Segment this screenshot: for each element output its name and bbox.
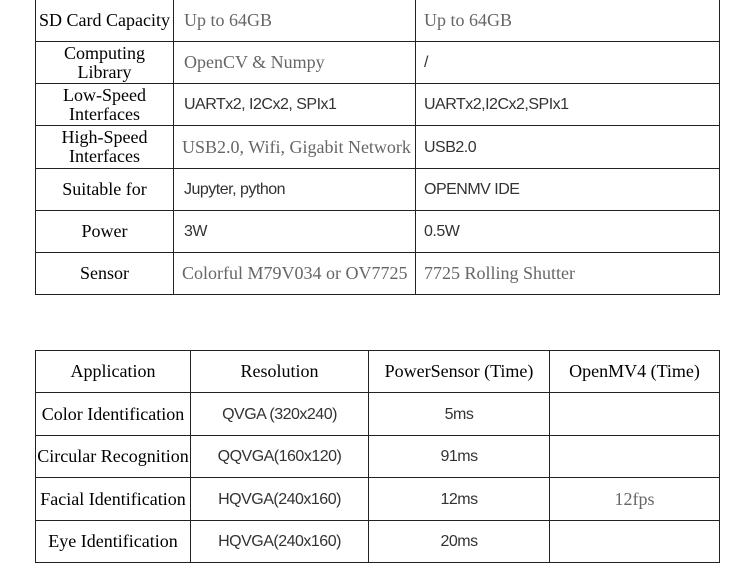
table-cell: 5ms: [368, 392, 550, 436]
cell-text: High-Speed Interfaces: [61, 127, 148, 166]
cell-text: Jupyter, python: [184, 181, 286, 198]
powersensor-value: OpenCV & Numpy: [173, 41, 416, 84]
table-cell: 12fps: [549, 477, 720, 521]
row-label: Computing Library: [35, 41, 174, 84]
cell-text: HQVGA(240x160): [218, 533, 341, 550]
openmv-value: 0.5W: [415, 210, 720, 253]
cell-text: Low-Speed Interfaces: [63, 84, 146, 124]
cell-text: Facial Identification: [40, 488, 186, 509]
cell-text: OPENMV IDE: [424, 181, 520, 198]
table-cell: QVGA (320x240): [190, 392, 369, 436]
openmv-value: /: [415, 41, 720, 84]
row-label: Suitable for: [35, 168, 174, 211]
cell-text: Power: [81, 221, 128, 241]
cell-text: 0.5W: [424, 223, 460, 240]
table-cell: [549, 392, 720, 436]
table-cell: 12ms: [368, 477, 550, 521]
column-header: Application: [35, 350, 191, 393]
cell-text: USB2.0, Wifi, Gigabit Network: [182, 136, 411, 157]
cell-text: HQVGA(240x160): [218, 490, 341, 508]
cell-text: Up to 64GB: [184, 9, 273, 30]
cell-text: Sensor: [80, 263, 129, 283]
cell-text: Resolution: [240, 361, 319, 381]
cell-text: Up to 64GB: [424, 9, 513, 30]
table-cell: Color Identification: [35, 392, 191, 436]
powersensor-value: USB2.0, Wifi, Gigabit Network: [173, 125, 416, 169]
cell-text: SD Card Capacity: [39, 9, 170, 30]
table-cell: Eye Identification: [35, 520, 191, 563]
openmv-value: USB2.0: [415, 125, 720, 169]
row-label: Low-Speed Interfaces: [35, 83, 174, 126]
openmv-value: 7725 Rolling Shutter: [415, 252, 720, 295]
cell-text: QQVGA(160x120): [217, 448, 342, 465]
cell-text: 7725 Rolling Shutter: [424, 263, 576, 283]
row-label: High-Speed Interfaces: [35, 125, 174, 169]
column-header: PowerSensor (Time): [368, 350, 550, 393]
cell-text: 91ms: [440, 448, 478, 465]
openmv-value: OPENMV IDE: [415, 168, 720, 211]
cell-text: Colorful M79V034 or OV7725: [182, 263, 408, 283]
table-cell: HQVGA(240x160): [190, 477, 369, 521]
row-label: SD Card Capacity: [35, 0, 174, 42]
powersensor-value: UARTx2, I2Cx2, SPIx1: [173, 83, 416, 126]
cell-text: OpenCV & Numpy: [184, 52, 325, 72]
powersensor-value: 3W: [173, 210, 416, 253]
column-header: Resolution: [190, 350, 369, 393]
cell-text: 3W: [184, 223, 208, 240]
cell-text: Circular Recognition: [37, 446, 189, 466]
table-cell: [549, 520, 720, 563]
cell-text: Computing Library: [63, 42, 145, 82]
cell-text: /: [424, 54, 428, 71]
cell-text: UARTx2,I2Cx2,SPIx1: [424, 96, 569, 113]
row-label: Power: [35, 210, 174, 253]
cell-text: PowerSensor (Time): [384, 361, 534, 381]
cell-text: Suitable for: [62, 179, 147, 199]
powersensor-value: Up to 64GB: [173, 0, 416, 42]
table-cell: HQVGA(240x160): [190, 520, 369, 563]
table-cell: 91ms: [368, 435, 550, 478]
openmv-value: Up to 64GB: [415, 0, 720, 42]
cell-text: Eye Identification: [48, 531, 178, 551]
table-cell: [549, 435, 720, 478]
table-cell: Facial Identification: [35, 477, 191, 521]
column-header: OpenMV4 (Time): [549, 350, 720, 393]
powersensor-value: Jupyter, python: [173, 168, 416, 211]
cell-text: USB2.0: [424, 138, 477, 156]
cell-text: 5ms: [444, 405, 474, 423]
cell-text: OpenMV4 (Time): [569, 361, 700, 381]
cell-text: Application: [70, 361, 156, 381]
cell-text: Color Identification: [41, 403, 185, 424]
powersensor-value: Colorful M79V034 or OV7725: [173, 252, 416, 295]
cell-text: 12fps: [614, 488, 655, 509]
cell-text: 12ms: [440, 490, 478, 508]
table-cell: QQVGA(160x120): [190, 435, 369, 478]
cell-text: 20ms: [440, 533, 478, 550]
row-label: Sensor: [35, 252, 174, 295]
cell-text: QVGA (320x240): [222, 405, 337, 423]
table-cell: 20ms: [368, 520, 550, 563]
openmv-value: UARTx2,I2Cx2,SPIx1: [415, 83, 720, 126]
table-cell: Circular Recognition: [35, 435, 191, 478]
cell-text: UARTx2, I2Cx2, SPIx1: [184, 96, 337, 113]
